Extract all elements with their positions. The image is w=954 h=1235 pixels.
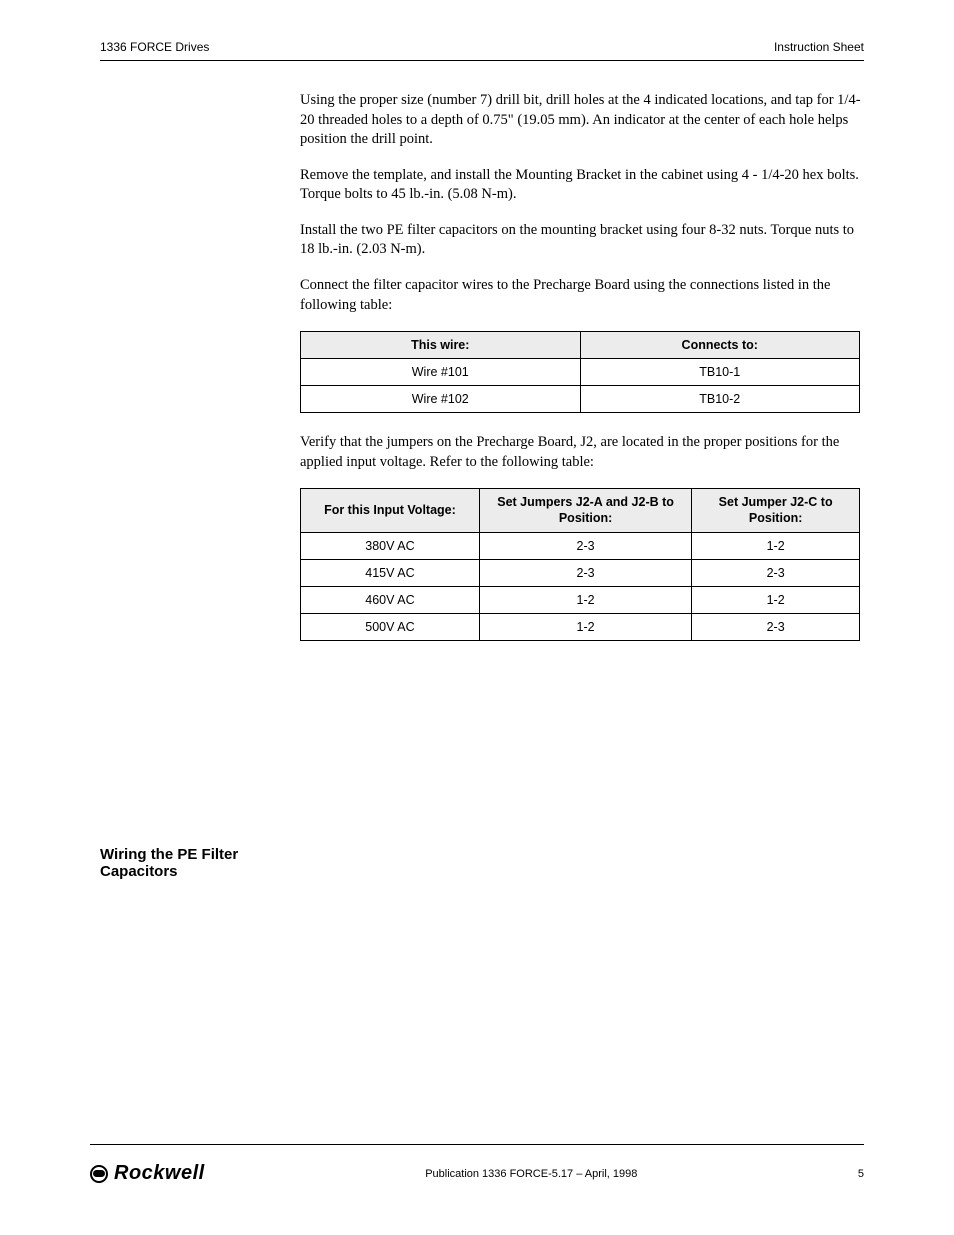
cell: 460V AC — [301, 587, 480, 614]
table-row: 460V AC 1-2 1-2 — [301, 587, 860, 614]
col-header-voltage: For this Input Voltage: — [301, 489, 480, 533]
body-para-4: Connect the filter capacitor wires to th… — [300, 276, 864, 315]
header-left: 1336 FORCE Drives — [100, 40, 209, 54]
page-number: 5 — [858, 1168, 864, 1180]
cell: 1-2 — [479, 587, 691, 614]
page-header: 1336 FORCE Drives Instruction Sheet — [100, 40, 864, 60]
cell: TB10-2 — [580, 386, 860, 413]
col-header-connects: Connects to: — [580, 332, 860, 359]
table-row: 380V AC 2-3 1-2 — [301, 533, 860, 560]
publication-info: Publication 1336 FORCE-5.17 – April, 199… — [425, 1168, 637, 1180]
cell: Wire #102 — [301, 386, 581, 413]
page: 1336 FORCE Drives Instruction Sheet Usin… — [0, 0, 954, 1235]
cell: Wire #101 — [301, 359, 581, 386]
header-rule — [100, 60, 864, 61]
spacer — [300, 425, 864, 433]
table-header-row: This wire: Connects to: — [301, 332, 860, 359]
cell: TB10-1 — [580, 359, 860, 386]
cell: 2-3 — [479, 533, 691, 560]
rockwell-logo: Rockwell — [90, 1162, 205, 1185]
cell: 2-3 — [692, 560, 860, 587]
header-right: Instruction Sheet — [774, 40, 864, 54]
col-header-j2c: Set Jumper J2-C to Position: — [692, 489, 860, 533]
page-footer: Rockwell Publication 1336 FORCE-5.17 – A… — [90, 1162, 864, 1185]
section-heading-wiring: Wiring the PE Filter Capacitors — [100, 846, 280, 880]
cell: 1-2 — [692, 533, 860, 560]
table-row: Wire #102 TB10-2 — [301, 386, 860, 413]
jumper-table: For this Input Voltage: Set Jumpers J2-A… — [300, 488, 860, 641]
body-para-5: Verify that the jumpers on the Precharge… — [300, 433, 864, 472]
body-para-3: Install the two PE filter capacitors on … — [300, 221, 864, 260]
table-header-row: For this Input Voltage: Set Jumpers J2-A… — [301, 489, 860, 533]
table-row: Wire #101 TB10-1 — [301, 359, 860, 386]
cell: 1-2 — [479, 614, 691, 641]
cell: 380V AC — [301, 533, 480, 560]
rockwell-logo-text: Rockwell — [114, 1162, 205, 1185]
rockwell-logo-icon — [90, 1165, 108, 1183]
body-para-1: Using the proper size (number 7) drill b… — [300, 91, 864, 150]
cell: 1-2 — [692, 587, 860, 614]
cell: 500V AC — [301, 614, 480, 641]
col-header-j2ab: Set Jumpers J2-A and J2-B to Position: — [479, 489, 691, 533]
footer-rule — [90, 1144, 864, 1145]
wire-connection-table: This wire: Connects to: Wire #101 TB10-1… — [300, 331, 860, 413]
table-row: 415V AC 2-3 2-3 — [301, 560, 860, 587]
table-row: 500V AC 1-2 2-3 — [301, 614, 860, 641]
content-column: Using the proper size (number 7) drill b… — [300, 91, 864, 641]
cell: 415V AC — [301, 560, 480, 587]
cell: 2-3 — [692, 614, 860, 641]
cell: 2-3 — [479, 560, 691, 587]
col-header-wire: This wire: — [301, 332, 581, 359]
body-para-2: Remove the template, and install the Mou… — [300, 166, 864, 205]
